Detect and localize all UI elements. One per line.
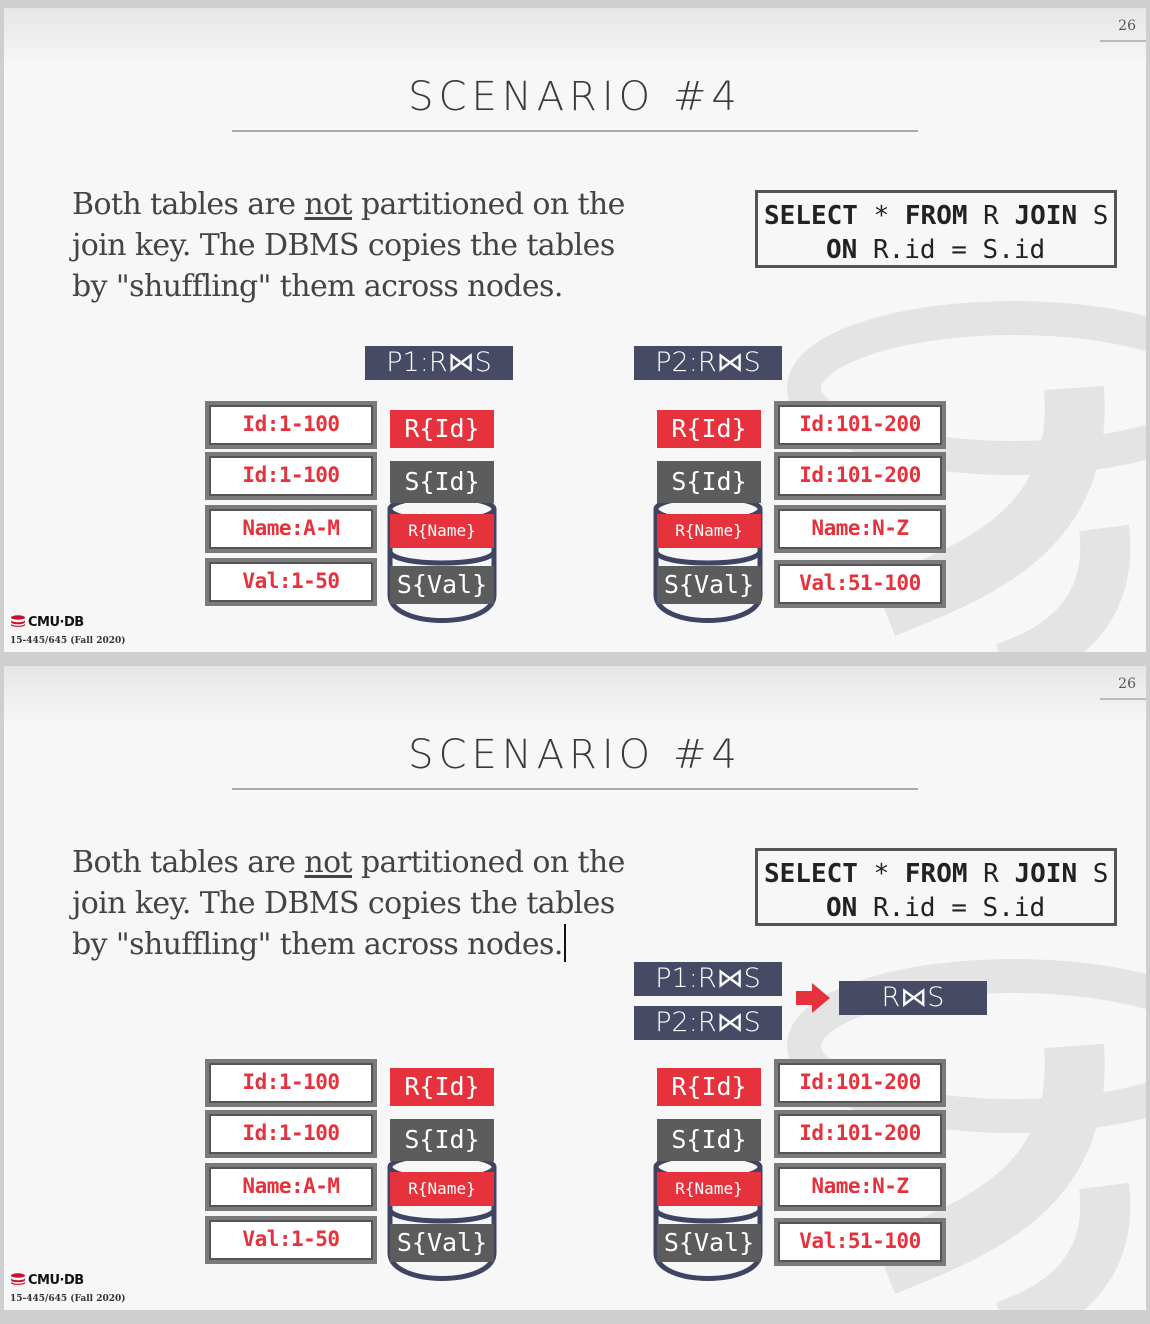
partition-label: Id:1-100 xyxy=(209,1114,373,1154)
partition-label: Id:101-200 xyxy=(778,1063,942,1103)
body-text-underlined: not xyxy=(304,187,353,222)
node1-cyl-r-name: R{Name} xyxy=(390,1172,494,1206)
p2-join-label: P2:R⋈S xyxy=(634,1006,782,1040)
sql-text: * xyxy=(857,201,905,231)
node2-cyl-s-id: S{Id} xyxy=(657,1119,761,1161)
node1-partition-s-id: Id:1-100 xyxy=(205,1110,377,1158)
p2-join-label: P2:R⋈S xyxy=(634,346,782,380)
p1-join-label: P1:R⋈S xyxy=(634,962,782,996)
node1-cyl-r-name: R{Name} xyxy=(390,514,494,548)
partition-label: Val:51-100 xyxy=(778,564,942,604)
node1-cyl-r-id: R{Id} xyxy=(390,1068,494,1106)
node1-partition-r-id: Id:1-100 xyxy=(205,1059,377,1107)
body-text-part1: Both tables are xyxy=(72,845,305,880)
slide-1: 26 SCENARIO #4 Both tables are not parti… xyxy=(4,8,1146,652)
node2-partition-r-id: Id:101-200 xyxy=(774,1059,946,1107)
sql-keyword-join: JOIN xyxy=(1014,859,1078,889)
slide-2: 26 SCENARIO #4 Both tables are not parti… xyxy=(4,666,1146,1310)
sql-query-box: SELECT * FROM R JOIN S ON R.id = S.id xyxy=(755,848,1117,926)
body-text-underlined: not xyxy=(304,845,353,880)
course-code: 15-445/645 (Fall 2020) xyxy=(10,1294,126,1304)
sql-keyword-on: ON xyxy=(826,235,858,265)
sql-keyword-select: SELECT xyxy=(764,201,858,231)
body-text-part2: partitioned on the join key. The DBMS co… xyxy=(72,845,625,962)
sql-text: S xyxy=(1077,201,1109,231)
node2-cyl-r-id: R{Id} xyxy=(657,410,761,448)
sql-keyword-select: SELECT xyxy=(764,859,858,889)
right-arrow-icon xyxy=(796,983,830,1013)
node1-cyl-s-id: S{Id} xyxy=(390,461,494,503)
node1-partition-r-name: Name:A-M xyxy=(205,505,377,553)
node2-partition-s-val: Val:51-100 xyxy=(774,560,946,608)
sql-text: R.id = S.id xyxy=(857,893,1046,923)
partition-label: Val:1-50 xyxy=(209,1220,373,1260)
sql-keyword-from: FROM xyxy=(904,201,968,231)
node2-partition-s-val: Val:51-100 xyxy=(774,1218,946,1266)
partition-label: Val:1-50 xyxy=(209,562,373,602)
partition-label: Id:101-200 xyxy=(778,456,942,496)
node1-partition-r-name: Name:A-M xyxy=(205,1163,377,1211)
partition-label: Name:A-M xyxy=(209,1167,373,1207)
partition-label: Id:101-200 xyxy=(778,405,942,445)
partition-label: Name:A-M xyxy=(209,509,373,549)
body-text[interactable]: Both tables are not partitioned on the j… xyxy=(72,842,652,965)
node1-cyl-s-val: S{Val} xyxy=(390,1224,494,1262)
p1-join-label: P1:R⋈S xyxy=(365,346,513,380)
node2-cyl-s-val: S{Val} xyxy=(657,1224,761,1262)
node1-cyl-s-id: S{Id} xyxy=(390,1119,494,1161)
node2-partition-r-name: Name:N-Z xyxy=(774,505,946,553)
sql-text: R.id = S.id xyxy=(857,235,1046,265)
partition-label: Name:N-Z xyxy=(778,509,942,549)
page-number-rule xyxy=(1100,698,1146,700)
logo-text: CMU·DB xyxy=(28,1273,84,1288)
sql-keyword-on: ON xyxy=(826,893,858,923)
node1-partition-s-val: Val:1-50 xyxy=(205,558,377,606)
node2-partition-r-name: Name:N-Z xyxy=(774,1163,946,1211)
node1-partition-r-id: Id:1-100 xyxy=(205,401,377,449)
body-text: Both tables are not partitioned on the j… xyxy=(72,184,652,307)
sql-text: S xyxy=(1077,859,1109,889)
node2-cyl-r-name: R{Name} xyxy=(657,1172,761,1206)
sql-query-box: SELECT * FROM R JOIN S ON R.id = S.id xyxy=(755,190,1117,268)
partition-label: Id:1-100 xyxy=(209,405,373,445)
result-join-label: R⋈S xyxy=(839,981,987,1015)
partition-label: Id:101-200 xyxy=(778,1114,942,1154)
node2-partition-r-id: Id:101-200 xyxy=(774,401,946,449)
partition-label: Id:1-100 xyxy=(209,456,373,496)
node1-partition-s-val: Val:1-50 xyxy=(205,1216,377,1264)
sql-text: R xyxy=(967,859,1015,889)
sql-keyword-join: JOIN xyxy=(1014,201,1078,231)
sql-text: R xyxy=(967,201,1015,231)
cmu-db-logo: CMU·DB xyxy=(10,615,84,630)
sql-text: * xyxy=(857,859,905,889)
node2-partition-s-id: Id:101-200 xyxy=(774,1110,946,1158)
body-text-part2: partitioned on the join key. The DBMS co… xyxy=(72,187,625,304)
node2-cyl-r-name: R{Name} xyxy=(657,514,761,548)
partition-label: Id:1-100 xyxy=(209,1063,373,1103)
node2-cyl-r-id: R{Id} xyxy=(657,1068,761,1106)
title-rule xyxy=(232,788,918,790)
sql-keyword-from: FROM xyxy=(904,859,968,889)
node2-partition-s-id: Id:101-200 xyxy=(774,452,946,500)
cmu-db-logo: CMU·DB xyxy=(10,1273,84,1288)
slide-title: SCENARIO #4 xyxy=(408,74,742,120)
node1-partition-s-id: Id:1-100 xyxy=(205,452,377,500)
page-number-rule xyxy=(1100,40,1146,42)
node1-cyl-r-id: R{Id} xyxy=(390,410,494,448)
node2-cyl-s-id: S{Id} xyxy=(657,461,761,503)
partition-label: Val:51-100 xyxy=(778,1222,942,1262)
logo-text: CMU·DB xyxy=(28,615,84,630)
slide-title: SCENARIO #4 xyxy=(408,732,742,778)
body-text-part1: Both tables are xyxy=(72,187,305,222)
page-number: 26 xyxy=(1118,18,1136,34)
course-code: 15-445/645 (Fall 2020) xyxy=(10,636,126,646)
node2-cyl-s-val: S{Val} xyxy=(657,566,761,604)
text-cursor xyxy=(563,924,566,962)
database-logo-icon xyxy=(11,615,25,627)
page-number: 26 xyxy=(1118,676,1136,692)
node1-cyl-s-val: S{Val} xyxy=(390,566,494,604)
database-logo-icon xyxy=(11,1273,25,1285)
title-rule xyxy=(232,130,918,132)
partition-label: Name:N-Z xyxy=(778,1167,942,1207)
